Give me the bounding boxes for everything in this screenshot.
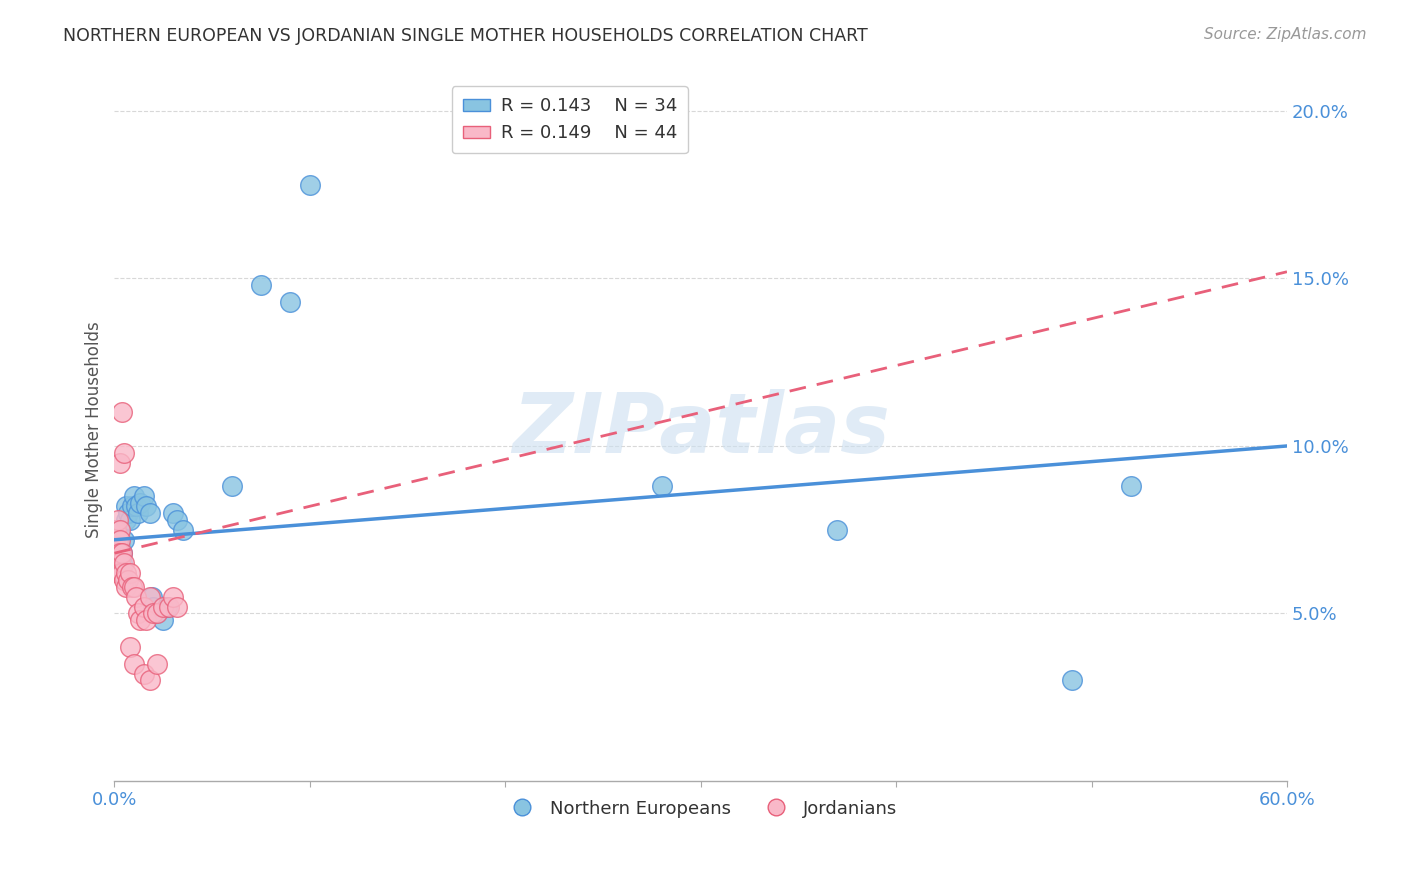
Point <box>278 294 301 309</box>
Point <box>142 607 165 621</box>
Point <box>111 546 134 560</box>
Point <box>138 673 160 688</box>
Point <box>146 607 169 621</box>
Point <box>111 566 134 581</box>
Point <box>250 278 273 293</box>
Point <box>172 523 194 537</box>
Point <box>141 590 163 604</box>
Point <box>298 178 321 192</box>
Y-axis label: Single Mother Households: Single Mother Households <box>86 321 103 538</box>
Text: Source: ZipAtlas.com: Source: ZipAtlas.com <box>1204 27 1367 42</box>
Point <box>117 573 139 587</box>
Legend: Northern Europeans, Jordanians: Northern Europeans, Jordanians <box>498 792 904 825</box>
Point <box>111 546 134 560</box>
Point <box>110 533 132 547</box>
Point <box>107 513 129 527</box>
Point <box>107 533 129 547</box>
Point <box>112 556 135 570</box>
Point <box>105 556 128 570</box>
Text: NORTHERN EUROPEAN VS JORDANIAN SINGLE MOTHER HOUSEHOLDS CORRELATION CHART: NORTHERN EUROPEAN VS JORDANIAN SINGLE MO… <box>63 27 868 45</box>
Point <box>115 580 138 594</box>
Point <box>221 479 243 493</box>
Point <box>132 489 155 503</box>
Point <box>152 613 174 627</box>
Point <box>156 599 179 614</box>
Point <box>138 506 160 520</box>
Point <box>105 546 128 560</box>
Point <box>166 599 188 614</box>
Point <box>110 540 132 554</box>
Point <box>111 405 134 419</box>
Point <box>157 599 180 614</box>
Point <box>1119 479 1142 493</box>
Point <box>105 523 128 537</box>
Point <box>121 500 143 514</box>
Point <box>122 580 145 594</box>
Point <box>127 607 149 621</box>
Point <box>110 456 132 470</box>
Point <box>107 566 129 581</box>
Point <box>138 590 160 604</box>
Point <box>110 546 132 560</box>
Point <box>112 445 135 459</box>
Point <box>146 657 169 671</box>
Point <box>127 506 149 520</box>
Point <box>142 599 165 614</box>
Point <box>112 573 135 587</box>
Point <box>105 540 128 554</box>
Point <box>827 523 849 537</box>
Point <box>115 500 138 514</box>
Point <box>105 523 128 537</box>
Point <box>1060 673 1083 688</box>
Point <box>112 533 135 547</box>
Point <box>118 640 141 654</box>
Point <box>118 566 141 581</box>
Point <box>118 513 141 527</box>
Point <box>115 566 138 581</box>
Point <box>107 533 129 547</box>
Point <box>132 666 155 681</box>
Point <box>651 479 673 493</box>
Point <box>110 566 132 581</box>
Point <box>125 500 148 514</box>
Text: ZIPatlas: ZIPatlas <box>512 389 890 470</box>
Point <box>110 556 132 570</box>
Point <box>135 500 157 514</box>
Point <box>128 496 150 510</box>
Point <box>115 513 138 527</box>
Point <box>107 556 129 570</box>
Point <box>166 513 188 527</box>
Point <box>162 590 184 604</box>
Point <box>110 523 132 537</box>
Point <box>122 657 145 671</box>
Point <box>111 556 134 570</box>
Point <box>162 506 184 520</box>
Point <box>146 607 169 621</box>
Point <box>135 613 157 627</box>
Point <box>132 599 155 614</box>
Point <box>107 546 129 560</box>
Point <box>122 489 145 503</box>
Point <box>121 580 143 594</box>
Point <box>125 590 148 604</box>
Point <box>152 599 174 614</box>
Point <box>128 613 150 627</box>
Point <box>117 506 139 520</box>
